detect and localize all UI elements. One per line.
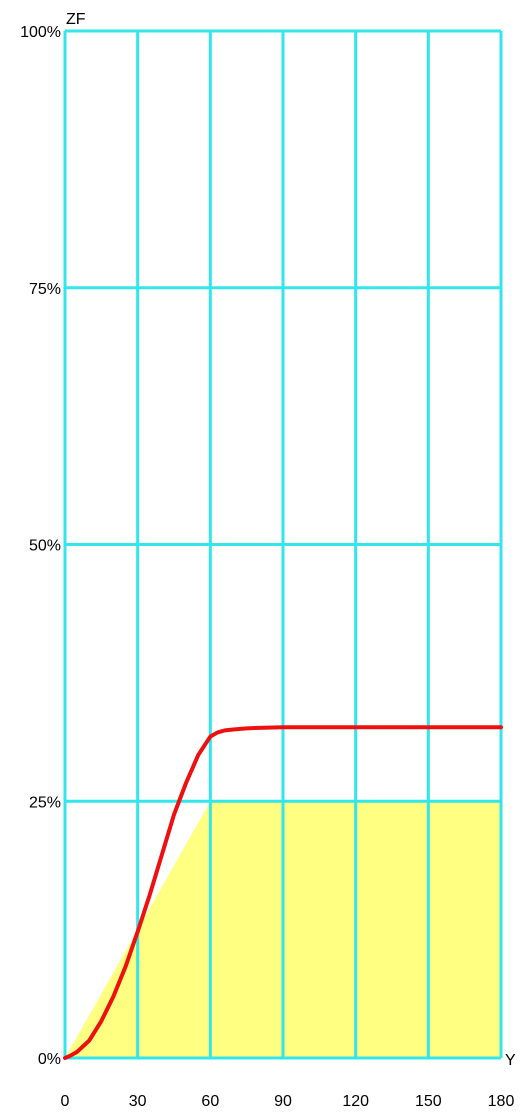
y-axis-label: ZF <box>66 11 86 28</box>
y-tick-label-1: 25% <box>29 794 61 811</box>
x-tick-label-5: 150 <box>415 1093 442 1110</box>
series-line <box>63 725 503 1060</box>
y-tick-label-2: 50% <box>29 538 61 555</box>
y-tick-label-4: 100% <box>20 24 61 41</box>
y-tick-label-3: 75% <box>29 281 61 298</box>
x-tick-label-2: 60 <box>201 1093 219 1110</box>
label-layer: 0 30 60 90 120 150 180 0% 25% 50% 75% 100% <box>20 24 514 1110</box>
x-tick-label-6: 180 <box>488 1093 515 1110</box>
x-tick-label-3: 90 <box>274 1093 292 1110</box>
line-layer <box>63 725 503 1060</box>
x-tick-label-4: 120 <box>342 1093 369 1110</box>
x-tick-label-0: 0 <box>61 1093 70 1110</box>
y-tick-label-0: 0% <box>38 1051 61 1068</box>
x-tick-label-1: 30 <box>129 1093 147 1110</box>
x-axis-label: Y <box>505 1052 516 1069</box>
grid-layer <box>63 29 503 1060</box>
